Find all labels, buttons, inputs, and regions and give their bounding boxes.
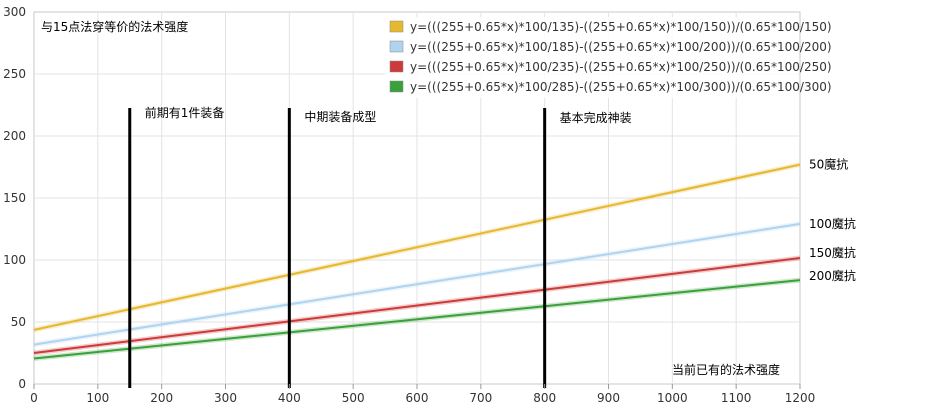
x-tick-label: 200 xyxy=(150,391,173,405)
x-tick-label: 400 xyxy=(278,391,301,405)
x-axis-label: 当前已有的法术强度 xyxy=(672,362,780,377)
x-tick-label: 700 xyxy=(469,391,492,405)
marker-label: 前期有1件装备 xyxy=(145,105,225,120)
x-tick-label: 1000 xyxy=(657,391,688,405)
series-line xyxy=(33,163,801,331)
y-tick-label: 150 xyxy=(3,191,26,205)
legend-swatch xyxy=(389,80,404,93)
x-tick-label: 600 xyxy=(406,391,429,405)
y-tick-label: 100 xyxy=(3,253,26,267)
legend-label: y=(((255+0.65*x)*100/235)-((255+0.65*x)*… xyxy=(410,60,832,74)
x-tick-label: 500 xyxy=(342,391,365,405)
x-tick-label: 900 xyxy=(597,391,620,405)
series-end-label: 100魔抗 xyxy=(809,216,856,231)
x-tick-label: 300 xyxy=(214,391,237,405)
y-tick-label: 50 xyxy=(11,315,26,329)
marker-label: 中期装备成型 xyxy=(304,109,376,124)
y-tick-label: 300 xyxy=(3,5,26,19)
x-tick-label: 1200 xyxy=(785,391,816,405)
series-line xyxy=(33,257,801,354)
legend-label: y=(((255+0.65*x)*100/185)-((255+0.65*x)*… xyxy=(410,40,832,54)
legend-swatch xyxy=(389,60,404,73)
x-tick-label: 0 xyxy=(30,391,38,405)
legend xyxy=(385,17,798,98)
legend-label: y=(((255+0.65*x)*100/135)-((255+0.65*x)*… xyxy=(410,20,832,34)
x-tick-label: 800 xyxy=(533,391,556,405)
y-tick-label: 0 xyxy=(18,377,26,391)
y-tick-label: 250 xyxy=(3,67,26,81)
series-end-label: 150魔抗 xyxy=(809,245,856,260)
x-tick-label: 100 xyxy=(86,391,109,405)
legend-label: y=(((255+0.65*x)*100/285)-((255+0.65*x)*… xyxy=(410,80,832,94)
series-line xyxy=(33,279,801,360)
series-line xyxy=(33,222,801,346)
marker-label: 基本完成神装 xyxy=(560,110,632,125)
series-end-label: 200魔抗 xyxy=(809,268,856,283)
series-end-label: 50魔抗 xyxy=(809,157,848,172)
legend-swatch xyxy=(389,40,404,53)
x-tick-label: 1100 xyxy=(721,391,752,405)
legend-swatch xyxy=(389,20,404,33)
y-tick-label: 200 xyxy=(3,129,26,143)
chart-title: 与15点法穿等价的法术强度 xyxy=(41,19,188,34)
